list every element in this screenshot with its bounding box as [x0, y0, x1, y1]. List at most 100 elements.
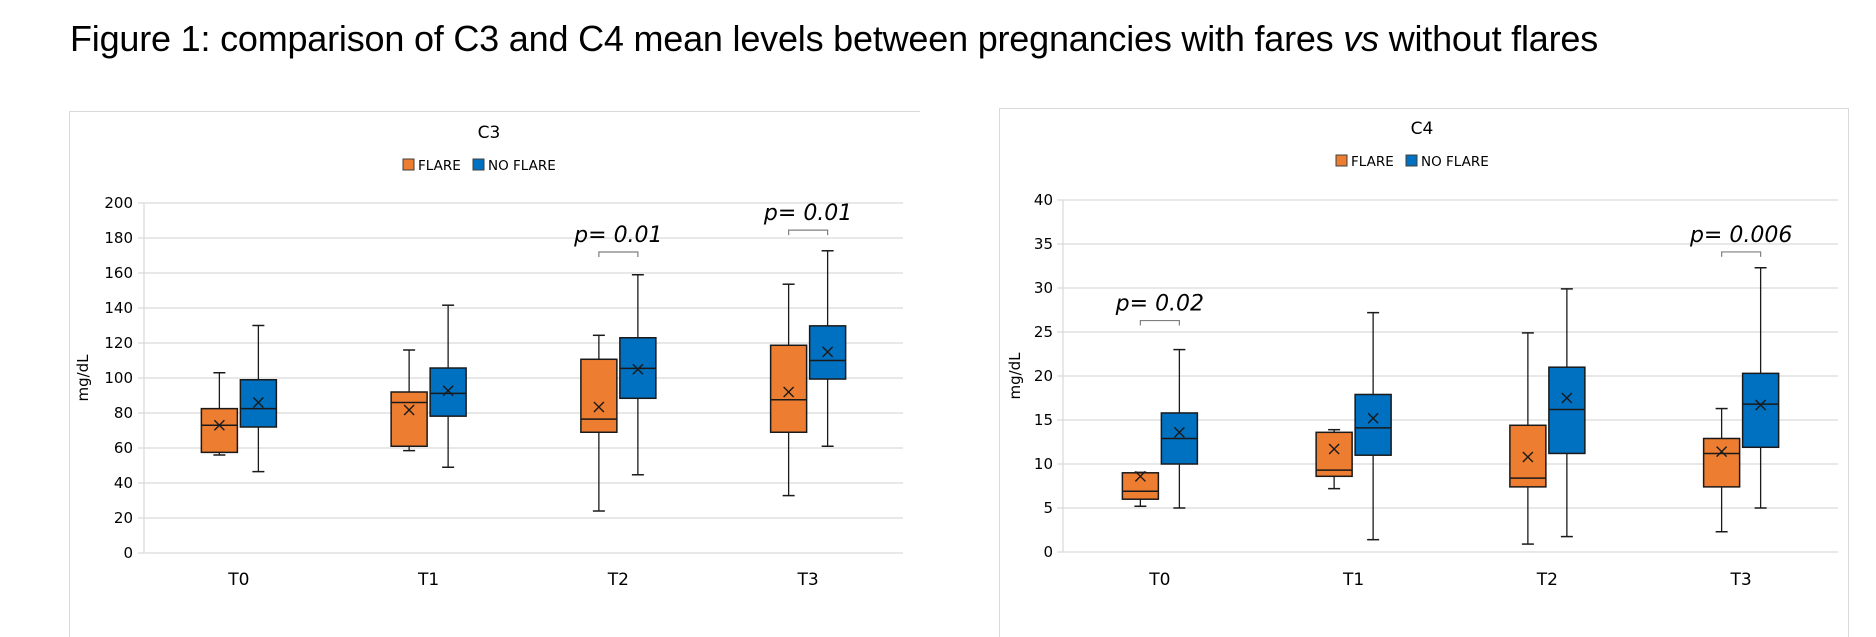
legend-swatch-no-flare — [1405, 154, 1418, 167]
mean-marker — [1328, 443, 1340, 455]
figure-title-suffix: without flares — [1378, 18, 1599, 59]
figure-title-italic: vs — [1343, 18, 1379, 59]
p-value-label: p= 0.01 — [763, 201, 852, 226]
mean-marker — [442, 385, 454, 397]
y-axis-title-c4: mg/dL — [1006, 352, 1024, 400]
mean-marker — [822, 346, 834, 358]
y-tick-label: 5 — [1043, 499, 1053, 517]
legend-swatch-no-flare — [472, 158, 485, 171]
box-c3-t0-no-flare — [239, 324, 278, 473]
box-iqr — [769, 344, 808, 433]
y-tick-label: 60 — [114, 439, 133, 457]
y-axis-title-c3: mg/dL — [74, 354, 92, 402]
legend-label-flare: FLARE — [1351, 154, 1394, 170]
significance-bracket — [1721, 251, 1762, 257]
p-value-label: p= 0.01 — [573, 223, 662, 248]
y-tick-label: 140 — [104, 299, 133, 317]
y-tick-label: 35 — [1034, 235, 1053, 253]
mean-marker — [1367, 412, 1379, 424]
y-tick-label: 200 — [104, 194, 133, 212]
y-tick-label: 15 — [1034, 411, 1053, 429]
box-c4-t3-no-flare — [1741, 267, 1780, 509]
legend-label-flare: FLARE — [418, 158, 461, 174]
mean-marker — [632, 363, 644, 375]
y-tick-label: 180 — [104, 229, 133, 247]
mean-marker — [1134, 470, 1146, 482]
mean-marker — [1561, 392, 1573, 404]
significance-bracket — [598, 251, 639, 257]
mean-marker — [403, 404, 415, 416]
significance-annotation: p= 0.02 — [1115, 292, 1204, 326]
legend-label-no-flare: NO FLARE — [488, 158, 556, 174]
x-category-label: T3 — [797, 570, 819, 590]
chart-frame-c4 — [999, 108, 1849, 637]
p-value-label: p= 0.006 — [1689, 223, 1792, 248]
mean-marker — [783, 386, 795, 398]
figure-title-prefix: Figure 1: comparison of C3 and C4 mean l… — [70, 18, 1344, 59]
x-category-label: T1 — [417, 570, 439, 590]
mean-marker — [1522, 451, 1534, 463]
y-tick-label: 20 — [1034, 367, 1053, 385]
box-iqr — [429, 367, 467, 417]
y-tick-label: 25 — [1034, 323, 1053, 341]
mean-marker — [1716, 446, 1728, 458]
box-c4-t2-flare — [1509, 332, 1547, 545]
significance-annotation: p= 0.01 — [573, 223, 663, 257]
box-iqr — [1741, 372, 1780, 449]
legend-c4: FLARE NO FLARE — [1335, 154, 1489, 170]
y-tick-label: 0 — [123, 544, 133, 562]
y-tick-label: 30 — [1034, 279, 1053, 297]
box-iqr — [1354, 393, 1392, 456]
y-tick-label: 20 — [114, 509, 133, 527]
x-category-label: T3 — [1730, 570, 1752, 590]
box-c3-t1-flare — [390, 349, 428, 452]
box-c4-t2-no-flare — [1548, 288, 1586, 538]
mean-marker — [1755, 399, 1767, 411]
x-category-label: T0 — [1148, 570, 1170, 590]
y-tick-label: 10 — [1034, 455, 1053, 473]
x-category-label: T2 — [1536, 570, 1558, 590]
legend-label-no-flare: NO FLARE — [1421, 154, 1489, 170]
box-c3-t3-flare — [769, 283, 808, 497]
y-tick-label: 40 — [1034, 191, 1053, 209]
box-c4-t1-no-flare — [1354, 311, 1392, 541]
box-c3-t0-flare — [200, 372, 239, 456]
y-tick-label: 160 — [104, 264, 133, 282]
box-c4-t1-flare — [1315, 428, 1353, 490]
y-tick-label: 80 — [114, 404, 133, 422]
box-c3-t2-flare — [580, 334, 618, 512]
mean-marker — [1173, 426, 1185, 438]
box-c3-t3-no-flare — [808, 250, 847, 447]
box-iqr — [580, 358, 618, 433]
x-category-label: T0 — [227, 570, 249, 590]
box-iqr — [1548, 366, 1586, 455]
box-c4-t0-flare — [1121, 470, 1160, 507]
box-c4-t3-flare — [1702, 407, 1741, 533]
mean-marker — [593, 401, 605, 413]
chart-title-c3: C3 — [478, 123, 501, 143]
significance-annotation: p= 0.01 — [763, 201, 852, 236]
y-tick-label: 100 — [104, 369, 133, 387]
box-c3-t2-no-flare — [619, 274, 657, 476]
y-tick-label: 0 — [1043, 543, 1053, 561]
x-category-label: T1 — [1342, 570, 1364, 590]
box-iqr — [1315, 431, 1353, 478]
significance-bracket — [788, 229, 829, 236]
legend-swatch-flare — [402, 158, 415, 171]
chart-title-c4: C4 — [1411, 119, 1434, 139]
significance-annotation: p= 0.006 — [1689, 223, 1792, 257]
box-iqr — [390, 391, 428, 447]
significance-bracket — [1139, 319, 1180, 326]
box-c4-t0-no-flare — [1160, 348, 1199, 509]
box-c3-t1-no-flare — [429, 304, 467, 468]
p-value-label: p= 0.02 — [1115, 292, 1204, 317]
mean-marker — [252, 397, 264, 408]
y-tick-label: 120 — [104, 334, 133, 352]
box-iqr — [200, 407, 239, 454]
legend-swatch-flare — [1335, 154, 1348, 167]
figure-title: Figure 1: comparison of C3 and C4 mean l… — [70, 18, 1598, 60]
y-tick-label: 40 — [114, 474, 133, 492]
legend-c3: FLARE NO FLARE — [402, 158, 556, 174]
